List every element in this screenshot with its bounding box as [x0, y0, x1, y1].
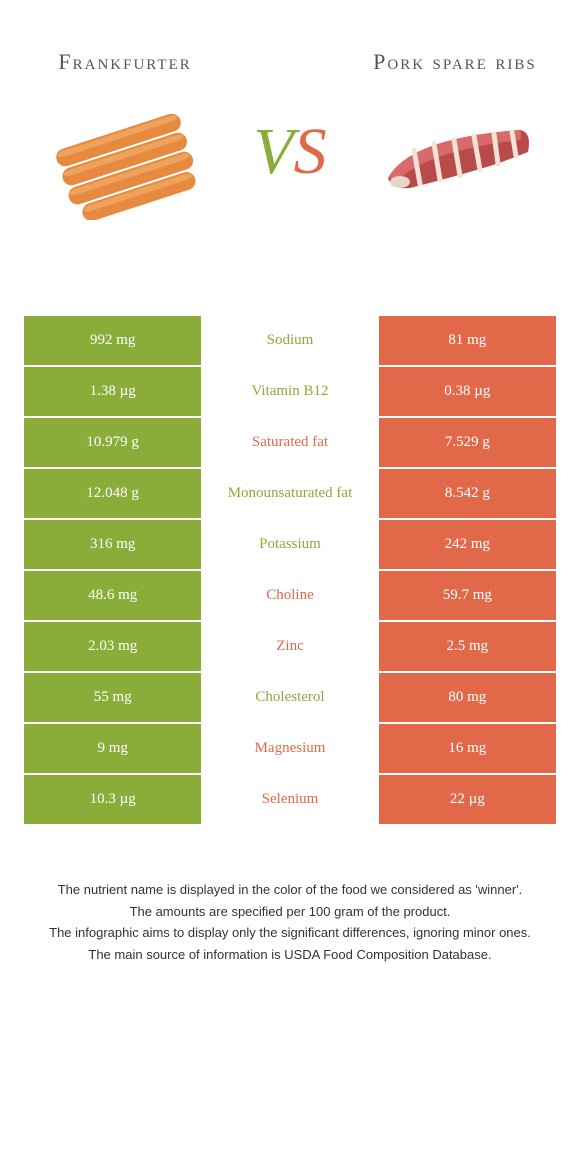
left-value: 10.979 g — [24, 418, 201, 469]
left-value: 12.048 g — [24, 469, 201, 520]
nutrient-name: Potassium — [201, 520, 378, 571]
left-value: 9 mg — [24, 724, 201, 775]
nutrient-name: Selenium — [201, 775, 378, 824]
nutrient-row: 12.048 gMonounsaturated fat8.542 g — [24, 469, 556, 520]
right-value: 242 mg — [379, 520, 556, 571]
nutrient-row: 1.38 µgVitamin B120.38 µg — [24, 367, 556, 418]
nutrient-row: 55 mgCholesterol80 mg — [24, 673, 556, 724]
right-value: 59.7 mg — [379, 571, 556, 622]
right-value: 2.5 mg — [379, 622, 556, 673]
right-value: 16 mg — [379, 724, 556, 775]
comparison-header: Frankfurter VS Pork spare ribs — [24, 20, 556, 260]
nutrient-name: Cholesterol — [201, 673, 378, 724]
nutrient-row: 10.3 µgSelenium22 µg — [24, 775, 556, 824]
left-value: 10.3 µg — [24, 775, 201, 824]
left-value: 55 mg — [24, 673, 201, 724]
footnote-line: The main source of information is USDA F… — [32, 945, 548, 965]
pork-ribs-icon — [370, 100, 540, 220]
nutrient-name: Zinc — [201, 622, 378, 673]
vs-s: S — [294, 115, 327, 188]
nutrient-row: 2.03 mgZinc2.5 mg — [24, 622, 556, 673]
right-value: 81 mg — [379, 316, 556, 367]
left-value: 992 mg — [24, 316, 201, 367]
left-value: 1.38 µg — [24, 367, 201, 418]
frankfurter-icon — [40, 100, 210, 220]
nutrient-name: Saturated fat — [201, 418, 378, 469]
nutrient-table: 992 mgSodium81 mg1.38 µgVitamin B120.38 … — [24, 316, 556, 824]
right-value: 7.529 g — [379, 418, 556, 469]
left-food-title: Frankfurter — [58, 32, 191, 92]
right-value: 22 µg — [379, 775, 556, 824]
nutrient-row: 9 mgMagnesium16 mg — [24, 724, 556, 775]
nutrient-name: Sodium — [201, 316, 378, 367]
nutrient-name: Monounsaturated fat — [201, 469, 378, 520]
right-value: 80 mg — [379, 673, 556, 724]
right-value: 8.542 g — [379, 469, 556, 520]
right-food: Pork spare ribs — [354, 20, 556, 260]
nutrient-row: 992 mgSodium81 mg — [24, 316, 556, 367]
nutrient-name: Vitamin B12 — [201, 367, 378, 418]
nutrient-name: Choline — [201, 571, 378, 622]
left-value: 316 mg — [24, 520, 201, 571]
nutrient-name: Magnesium — [201, 724, 378, 775]
vs-v: V — [253, 115, 293, 188]
footnote-line: The infographic aims to display only the… — [32, 923, 548, 943]
left-value: 48.6 mg — [24, 571, 201, 622]
footnote-line: The amounts are specified per 100 gram o… — [32, 902, 548, 922]
footnotes: The nutrient name is displayed in the co… — [24, 880, 556, 964]
vs-label: VS — [253, 119, 326, 185]
left-value: 2.03 mg — [24, 622, 201, 673]
footnote-line: The nutrient name is displayed in the co… — [32, 880, 548, 900]
right-value: 0.38 µg — [379, 367, 556, 418]
left-food: Frankfurter — [24, 20, 226, 260]
nutrient-row: 10.979 gSaturated fat7.529 g — [24, 418, 556, 469]
nutrient-row: 48.6 mgCholine59.7 mg — [24, 571, 556, 622]
right-food-title: Pork spare ribs — [373, 32, 537, 92]
nutrient-row: 316 mgPotassium242 mg — [24, 520, 556, 571]
